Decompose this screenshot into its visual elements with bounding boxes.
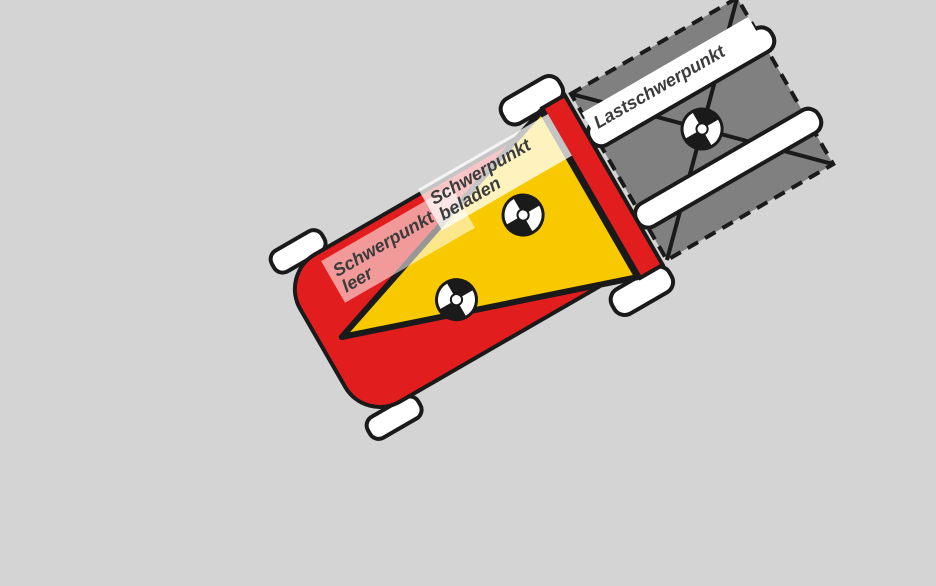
forklift-diagram: Schwerpunkt leer Schwerpunkt beladen Las… <box>0 0 936 586</box>
